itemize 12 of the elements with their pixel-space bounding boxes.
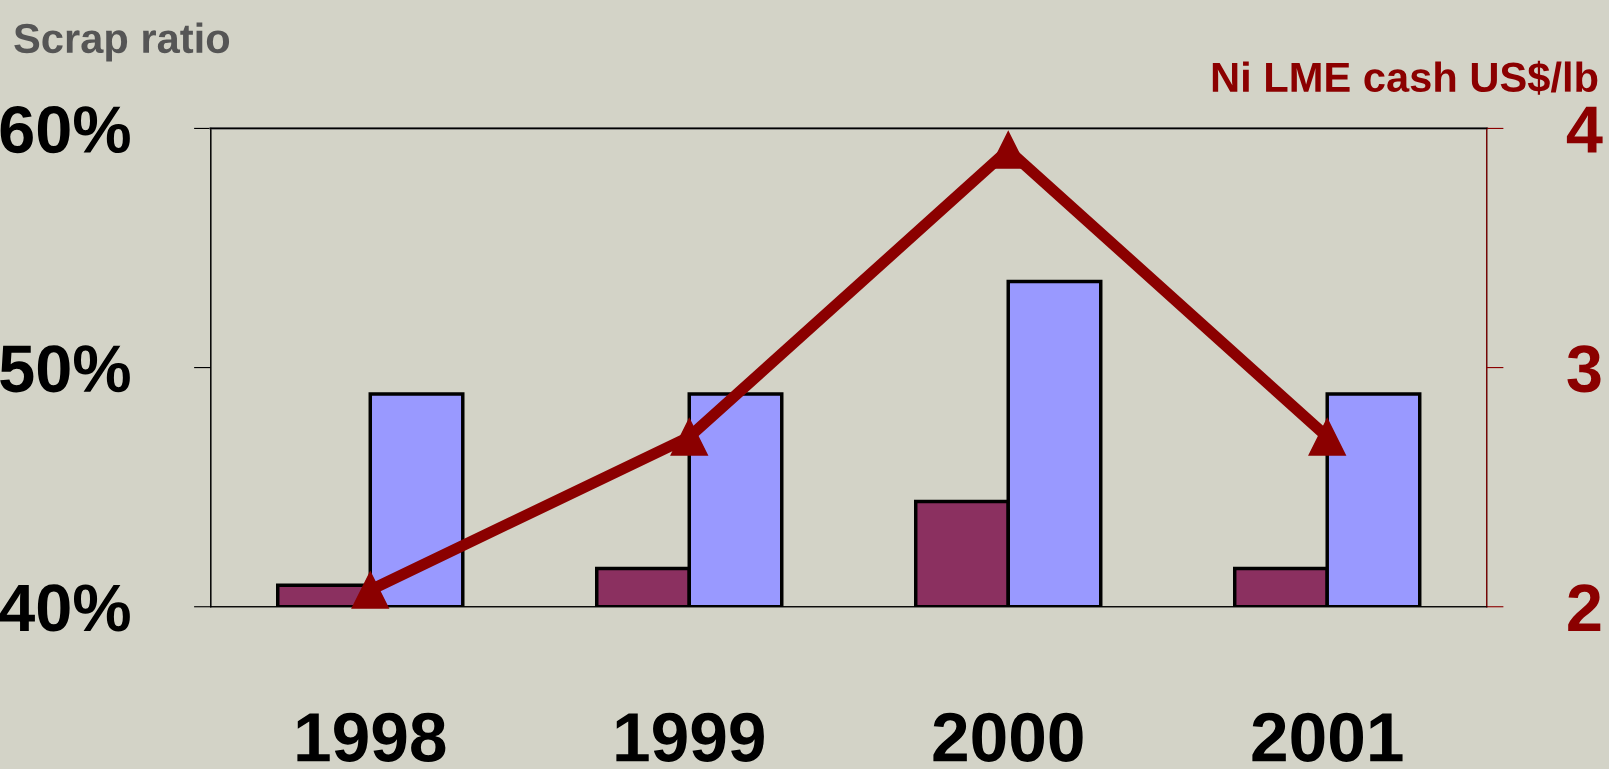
y2-tick-label: 3 [1567, 345, 1601, 393]
x-tick-label: 2000 [933, 712, 1083, 762]
y-tick-label: 50% [0, 345, 130, 393]
x-tick-label: 1998 [297, 712, 446, 762]
y-axis-title: Scrap ratio [14, 22, 230, 62]
y2-tick-label: 4 [1566, 106, 1603, 153]
y-tick-label: 40% [0, 584, 130, 632]
x-tick-label: 2001 [1252, 712, 1403, 762]
x-tick-label: 1999 [616, 712, 764, 762]
y-tick-label: 60% [0, 106, 130, 154]
y2-axis-title: Ni LME cash US$/lb [1212, 60, 1598, 95]
y2-tick-label: 2 [1568, 584, 1601, 631]
